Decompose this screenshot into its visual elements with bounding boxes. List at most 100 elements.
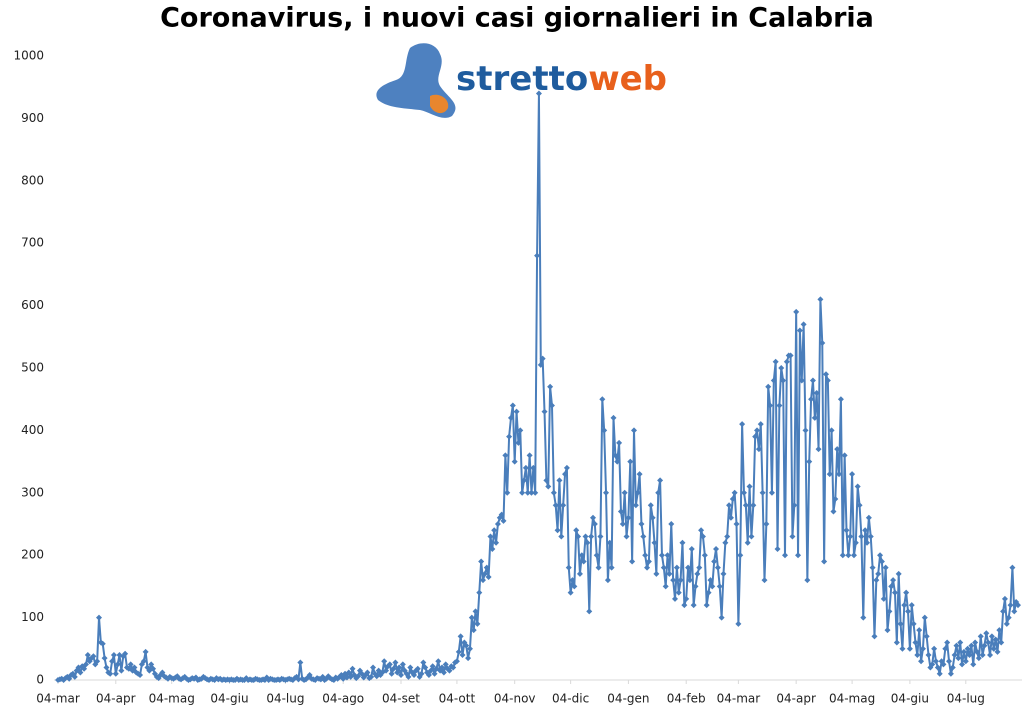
- data-point: [718, 614, 725, 621]
- data-point: [748, 533, 755, 540]
- data-point: [789, 533, 796, 540]
- data-point: [808, 396, 815, 403]
- data-point: [655, 489, 662, 496]
- data-point: [1007, 602, 1014, 609]
- data-point: [972, 639, 979, 646]
- logo: strettoweb: [376, 43, 667, 118]
- data-point: [992, 636, 999, 643]
- data-point: [985, 639, 992, 646]
- data-point: [541, 408, 548, 415]
- data-point: [823, 371, 829, 378]
- data-point: [707, 577, 714, 584]
- data-point: [110, 652, 117, 659]
- data-point: [599, 396, 606, 403]
- data-point: [580, 558, 587, 565]
- data-point: [875, 570, 882, 577]
- logo-icon-accent: [430, 94, 449, 114]
- data-point: [513, 408, 520, 415]
- data-point: [558, 533, 565, 540]
- x-tick-label: 04-set: [382, 692, 420, 706]
- data-point: [383, 667, 390, 674]
- data-point: [364, 669, 371, 676]
- data-point: [893, 639, 900, 646]
- x-tick-label: 04-lug: [947, 692, 985, 706]
- data-point: [465, 655, 472, 662]
- data-point: [709, 583, 716, 590]
- data-point: [610, 414, 617, 421]
- data-point: [828, 427, 835, 434]
- data-point: [744, 539, 751, 546]
- data-point: [442, 661, 449, 668]
- data-point: [962, 658, 969, 665]
- data-point: [662, 583, 669, 590]
- data-point: [975, 655, 982, 662]
- data-point: [392, 659, 399, 666]
- data-point: [798, 377, 805, 384]
- data-point: [921, 614, 928, 621]
- data-point: [491, 527, 498, 534]
- data-point: [763, 521, 770, 527]
- data-point: [683, 595, 690, 602]
- data-point: [112, 670, 119, 677]
- logo-part: stretto: [456, 59, 588, 99]
- data-point: [841, 452, 848, 459]
- data-point: [504, 489, 511, 496]
- data-point: [724, 533, 731, 540]
- data-point: [815, 446, 822, 453]
- data-point: [735, 620, 742, 627]
- data-point: [563, 464, 570, 471]
- data-point: [597, 533, 604, 540]
- data-point: [418, 670, 425, 677]
- data-point: [770, 377, 777, 384]
- data-point: [796, 327, 803, 334]
- data-point: [1015, 602, 1021, 609]
- data-point: [567, 589, 574, 596]
- y-tick-label: 500: [21, 361, 44, 375]
- data-point: [791, 502, 798, 509]
- data-point: [845, 552, 852, 559]
- data-point: [660, 564, 667, 571]
- data-point: [131, 664, 138, 671]
- data-point: [94, 658, 101, 665]
- x-tick-label: 04-apr: [96, 692, 136, 706]
- data-point: [990, 645, 997, 652]
- data-point: [813, 389, 820, 396]
- data-point: [470, 627, 477, 634]
- data-point: [368, 673, 375, 680]
- data-point: [729, 496, 736, 503]
- data-point: [824, 377, 831, 384]
- data-point: [440, 669, 447, 676]
- data-point: [880, 595, 887, 602]
- data-point: [781, 552, 788, 559]
- data-point: [668, 521, 675, 527]
- data-point: [606, 539, 613, 546]
- data-point: [543, 477, 550, 484]
- data-point: [552, 502, 559, 509]
- data-point: [998, 639, 1005, 646]
- data-point: [71, 673, 78, 680]
- data-point: [517, 427, 524, 434]
- data-point: [670, 577, 677, 584]
- x-tick-label: 04-gen: [607, 692, 649, 706]
- data-point: [420, 659, 427, 666]
- data-point: [601, 427, 608, 434]
- data-point: [638, 521, 645, 527]
- data-point: [776, 402, 783, 409]
- data-point: [649, 514, 656, 521]
- data-point: [754, 427, 761, 434]
- data-point: [101, 655, 108, 662]
- x-tick-label: 04-feb: [667, 692, 706, 706]
- data-point: [532, 489, 539, 496]
- data-point: [127, 661, 134, 668]
- data-point: [1000, 608, 1007, 615]
- data-point: [494, 521, 501, 527]
- data-point: [466, 645, 473, 652]
- data-point: [959, 661, 966, 668]
- data-point: [688, 545, 695, 552]
- data-point: [666, 570, 673, 577]
- data-point: [737, 552, 744, 559]
- data-point: [895, 570, 902, 577]
- data-point: [528, 489, 535, 496]
- data-point: [740, 489, 747, 496]
